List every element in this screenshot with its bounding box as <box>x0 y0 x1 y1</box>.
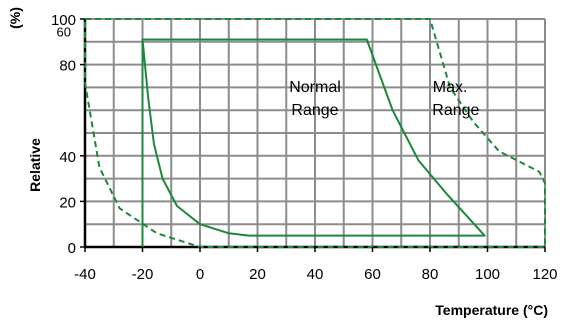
x-tick-label: -40 <box>74 266 96 283</box>
x-tick-label: 0 <box>196 266 204 283</box>
series-max-range-line <box>84 18 546 248</box>
x-tick-label: 40 <box>307 266 324 283</box>
y-axis-title: Relative <box>27 138 43 192</box>
annotation-label: Range <box>291 102 338 119</box>
grid <box>83 18 546 249</box>
annotation-label: Normal <box>289 79 341 96</box>
annotation-label: Max. <box>433 79 468 96</box>
y-tick-label: 0 <box>68 240 76 257</box>
series-layer <box>84 18 546 248</box>
x-tick-label: 120 <box>532 266 557 283</box>
y-tick-label: 40 <box>59 149 76 166</box>
x-tick-label: 60 <box>364 266 381 283</box>
annotation-label: Range <box>432 102 479 119</box>
x-tick-label: 80 <box>422 266 439 283</box>
x-axis-title: Temperature (°C) <box>435 302 548 318</box>
y-tick-label-extra: 60 <box>57 24 71 39</box>
x-tick-label: -20 <box>132 266 154 283</box>
series-normal-range-line <box>141 38 486 247</box>
y-tick-label: 80 <box>59 58 76 75</box>
y-tick-label: 20 <box>59 194 76 211</box>
y-axis-unit: (%) <box>7 7 23 29</box>
x-tick-label: 20 <box>249 266 266 283</box>
x-tick-label: 100 <box>475 266 500 283</box>
annotation-layer: Normal Range Max. Range <box>289 79 479 119</box>
y-tick-label: 100 <box>51 12 76 29</box>
